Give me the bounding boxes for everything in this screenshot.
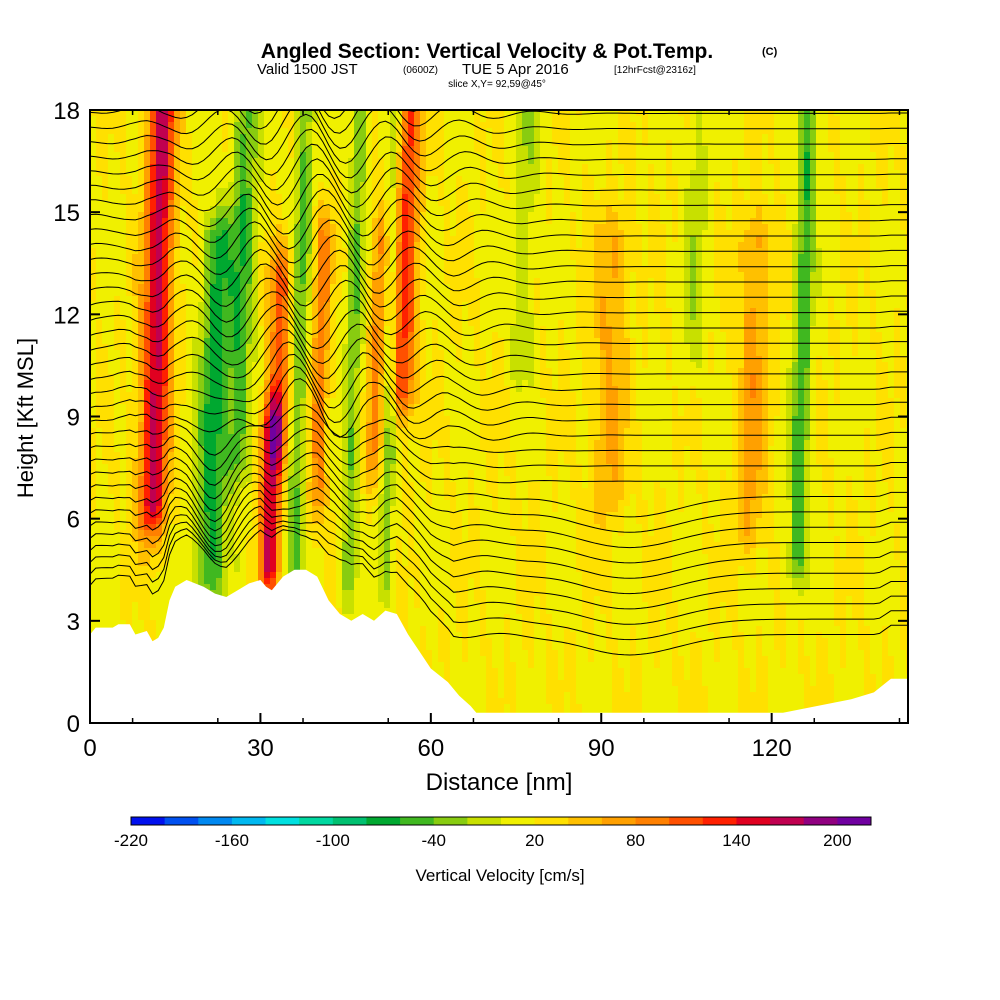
colorbar-tick-label: 200 bbox=[823, 831, 851, 850]
colorbar-swatch bbox=[635, 817, 670, 825]
theta-contour bbox=[90, 521, 908, 641]
potential-temperature-contours bbox=[90, 110, 908, 656]
colorbar-swatch bbox=[702, 817, 737, 825]
y-tick-label: 0 bbox=[67, 711, 80, 738]
colorbar-swatch bbox=[601, 817, 636, 825]
colorbar-tick-label: -220 bbox=[114, 831, 148, 850]
theta-contour bbox=[90, 128, 908, 179]
theta-contour bbox=[90, 428, 908, 486]
x-tick-label: 0 bbox=[83, 735, 96, 762]
theta-contour bbox=[90, 316, 908, 366]
x-tick-label: 90 bbox=[588, 735, 615, 762]
theta-contour bbox=[90, 452, 908, 533]
colorbar-swatch bbox=[131, 817, 166, 825]
colorbar-tick-label: -100 bbox=[316, 831, 350, 850]
subtitle-valid: Valid 1500 JST bbox=[257, 61, 358, 78]
theta-contour bbox=[90, 529, 908, 656]
colorbar-swatch bbox=[467, 817, 502, 825]
theta-contour bbox=[90, 415, 908, 472]
colorbar-swatch bbox=[231, 817, 266, 825]
colorbar-swatch bbox=[837, 817, 872, 825]
plot-area bbox=[90, 110, 908, 723]
y-tick-label: 3 bbox=[67, 609, 80, 636]
theta-contour bbox=[90, 204, 908, 252]
terrain bbox=[90, 569, 908, 723]
subtitle-forecast: [12hrFcst@2316z] bbox=[614, 65, 696, 76]
colorbar-swatch bbox=[433, 817, 468, 825]
colorbar-swatch bbox=[299, 817, 334, 825]
colorbar-swatch bbox=[803, 817, 838, 825]
y-tick-label: 12 bbox=[53, 302, 80, 329]
colorbar-swatch bbox=[265, 817, 300, 825]
chart-title: Angled Section: Vertical Velocity & Pot.… bbox=[261, 40, 713, 63]
theta-contour bbox=[90, 378, 908, 441]
colorbar-swatch bbox=[501, 817, 536, 825]
colorbar-tick-label: 20 bbox=[525, 831, 544, 850]
theta-contour bbox=[90, 353, 908, 411]
theta-contour bbox=[90, 277, 908, 323]
theta-contour bbox=[90, 234, 908, 281]
theta-contour bbox=[90, 365, 908, 426]
theta-contour bbox=[90, 513, 908, 625]
theta-contour bbox=[90, 341, 908, 396]
theta-contour bbox=[90, 158, 908, 208]
colorbar-swatch bbox=[770, 817, 805, 825]
theta-contour bbox=[90, 505, 908, 610]
theta-contour bbox=[90, 263, 908, 308]
theta-contour bbox=[90, 463, 908, 549]
theta-contour bbox=[90, 440, 908, 518]
theta-contour bbox=[90, 110, 908, 149]
x-tick-label: 120 bbox=[752, 735, 792, 762]
axes: 0 30 60 90 120 0 3 6 9 12 15 18 bbox=[53, 98, 908, 762]
theta-contour bbox=[90, 497, 908, 595]
theta-contour bbox=[90, 188, 908, 237]
colorbar-swatch bbox=[164, 817, 199, 825]
x-tick-label: 30 bbox=[247, 735, 274, 762]
theta-contour bbox=[90, 110, 908, 134]
theta-contour bbox=[90, 143, 908, 194]
colorbar-label: Vertical Velocity [cm/s] bbox=[415, 866, 584, 885]
colorbar-tick-label: 80 bbox=[626, 831, 645, 850]
colorbar-swatch bbox=[332, 817, 367, 825]
theta-contour bbox=[90, 475, 908, 564]
y-axis-label: Height [Kft MSL] bbox=[13, 338, 38, 498]
theta-contour bbox=[90, 291, 908, 338]
colorbar-frame bbox=[130, 816, 872, 826]
theta-contour bbox=[90, 404, 908, 456]
theta-contour bbox=[90, 248, 908, 294]
y-tick-label: 6 bbox=[67, 507, 80, 534]
theta-contour bbox=[90, 174, 908, 222]
colorbar-swatch bbox=[568, 817, 603, 825]
colorbar-tick-label: -160 bbox=[215, 831, 249, 850]
subtitle-zulu: (0600Z) bbox=[403, 65, 438, 76]
theta-contour bbox=[90, 487, 908, 579]
chart-title-units: (C) bbox=[762, 46, 778, 58]
y-tick-label: 18 bbox=[53, 98, 80, 125]
theta-contour bbox=[90, 219, 908, 266]
colorbar-tick-label: 140 bbox=[722, 831, 750, 850]
subtitle-date: TUE 5 Apr 2016 bbox=[462, 61, 569, 78]
colorbar-swatch bbox=[198, 817, 233, 825]
y-tick-label: 9 bbox=[67, 405, 80, 432]
theta-contour bbox=[90, 303, 908, 352]
colorbar-swatch bbox=[400, 817, 435, 825]
theta-contour bbox=[90, 328, 908, 381]
y-tick-label: 15 bbox=[53, 200, 80, 227]
chart-slice-label: slice X,Y= 92,59@45° bbox=[448, 79, 546, 90]
theta-contour bbox=[90, 113, 908, 164]
colorbar-swatch bbox=[669, 817, 704, 825]
velocity-field bbox=[90, 110, 908, 723]
x-axis-label: Distance [nm] bbox=[426, 769, 573, 796]
colorbar-swatch bbox=[736, 817, 771, 825]
chart-subtitle: Valid 1500 JST (0600Z) TUE 5 Apr 2016 [1… bbox=[257, 61, 696, 78]
colorbar-tick-label: -40 bbox=[421, 831, 446, 850]
colorbar: -220 -160 -100 -40 20 80 140 200 bbox=[114, 816, 872, 850]
colorbar-swatch bbox=[366, 817, 401, 825]
colorbar-swatch bbox=[534, 817, 569, 825]
x-tick-label: 60 bbox=[417, 735, 444, 762]
